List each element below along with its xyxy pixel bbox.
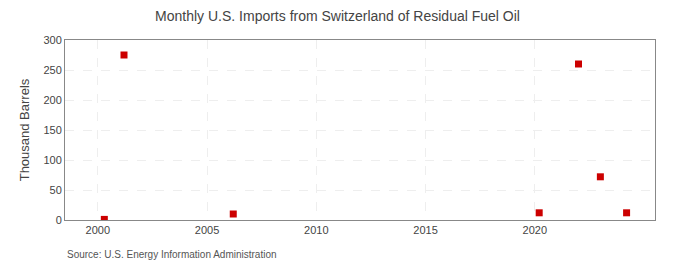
svg-text:Source: U.S. Energy Informatio: Source: U.S. Energy Information Administ… [67, 249, 277, 260]
svg-text:50: 50 [50, 184, 62, 196]
svg-text:300: 300 [43, 34, 61, 46]
svg-text:2005: 2005 [195, 224, 219, 236]
svg-text:250: 250 [43, 64, 61, 76]
svg-text:150: 150 [43, 124, 61, 136]
svg-text:Thousand Barrels: Thousand Barrels [17, 78, 32, 181]
svg-text:0: 0 [56, 214, 62, 226]
svg-text:2020: 2020 [523, 224, 547, 236]
svg-text:2010: 2010 [304, 224, 328, 236]
svg-text:100: 100 [43, 154, 61, 166]
svg-text:2015: 2015 [413, 224, 437, 236]
svg-text:2000: 2000 [86, 224, 110, 236]
svg-text:Monthly U.S. Imports from Swit: Monthly U.S. Imports from Switzerland of… [155, 8, 520, 24]
svg-text:200: 200 [43, 94, 61, 106]
